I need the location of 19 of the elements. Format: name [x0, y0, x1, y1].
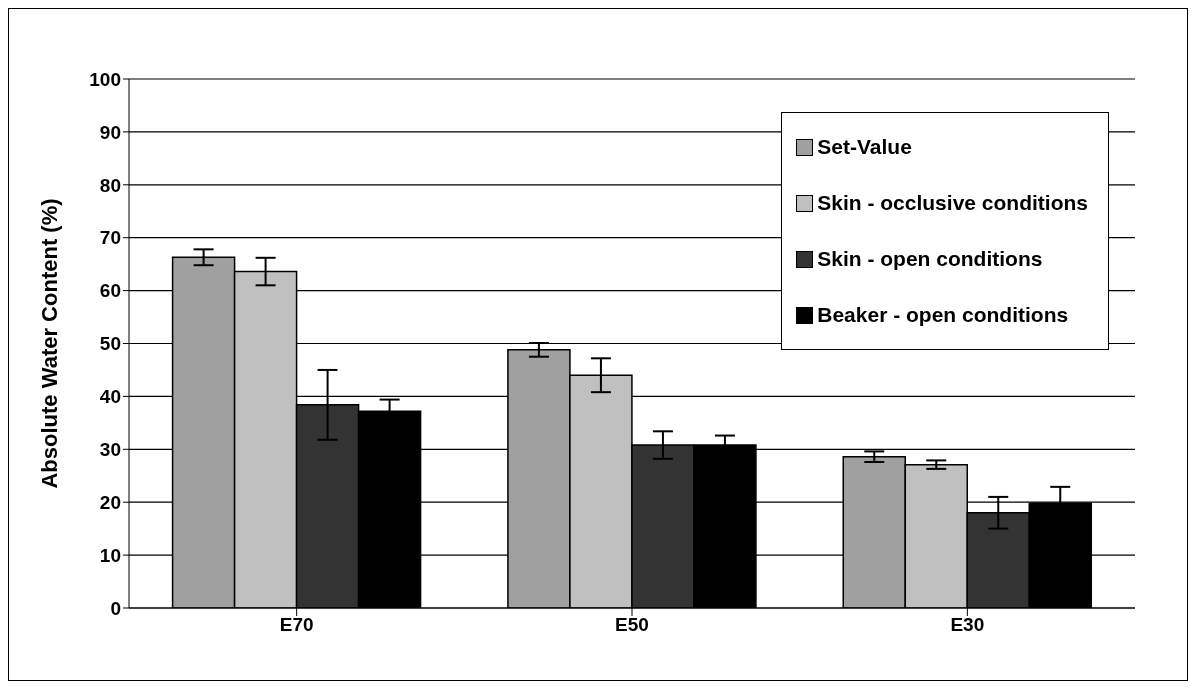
y-tick-label: 80 [99, 174, 121, 196]
legend-label: Beaker - open conditions [817, 303, 1069, 327]
y-tick-label: 0 [110, 597, 121, 619]
y-tick-label: 70 [99, 227, 121, 249]
y-axis-title: Absolute Water Content (%) [36, 198, 62, 489]
y-tick-label: 10 [99, 544, 121, 566]
y-tick-label: 40 [99, 386, 121, 408]
legend-label: Set-Value [817, 135, 912, 159]
legend-label: Skin - occlusive conditions [817, 191, 1088, 215]
y-tick-label: 30 [99, 439, 121, 461]
x-tick-label: E70 [279, 614, 314, 636]
y-tick-label: 60 [99, 280, 121, 302]
x-tick-label: E50 [615, 614, 649, 636]
y-tick-label: 100 [89, 68, 121, 90]
y-tick-label: 20 [99, 491, 121, 513]
legend-label: Skin - open conditions [817, 247, 1043, 271]
y-tick-label: 90 [99, 121, 121, 143]
x-tick-label: E30 [950, 614, 985, 636]
y-tick-label: 50 [99, 333, 121, 355]
